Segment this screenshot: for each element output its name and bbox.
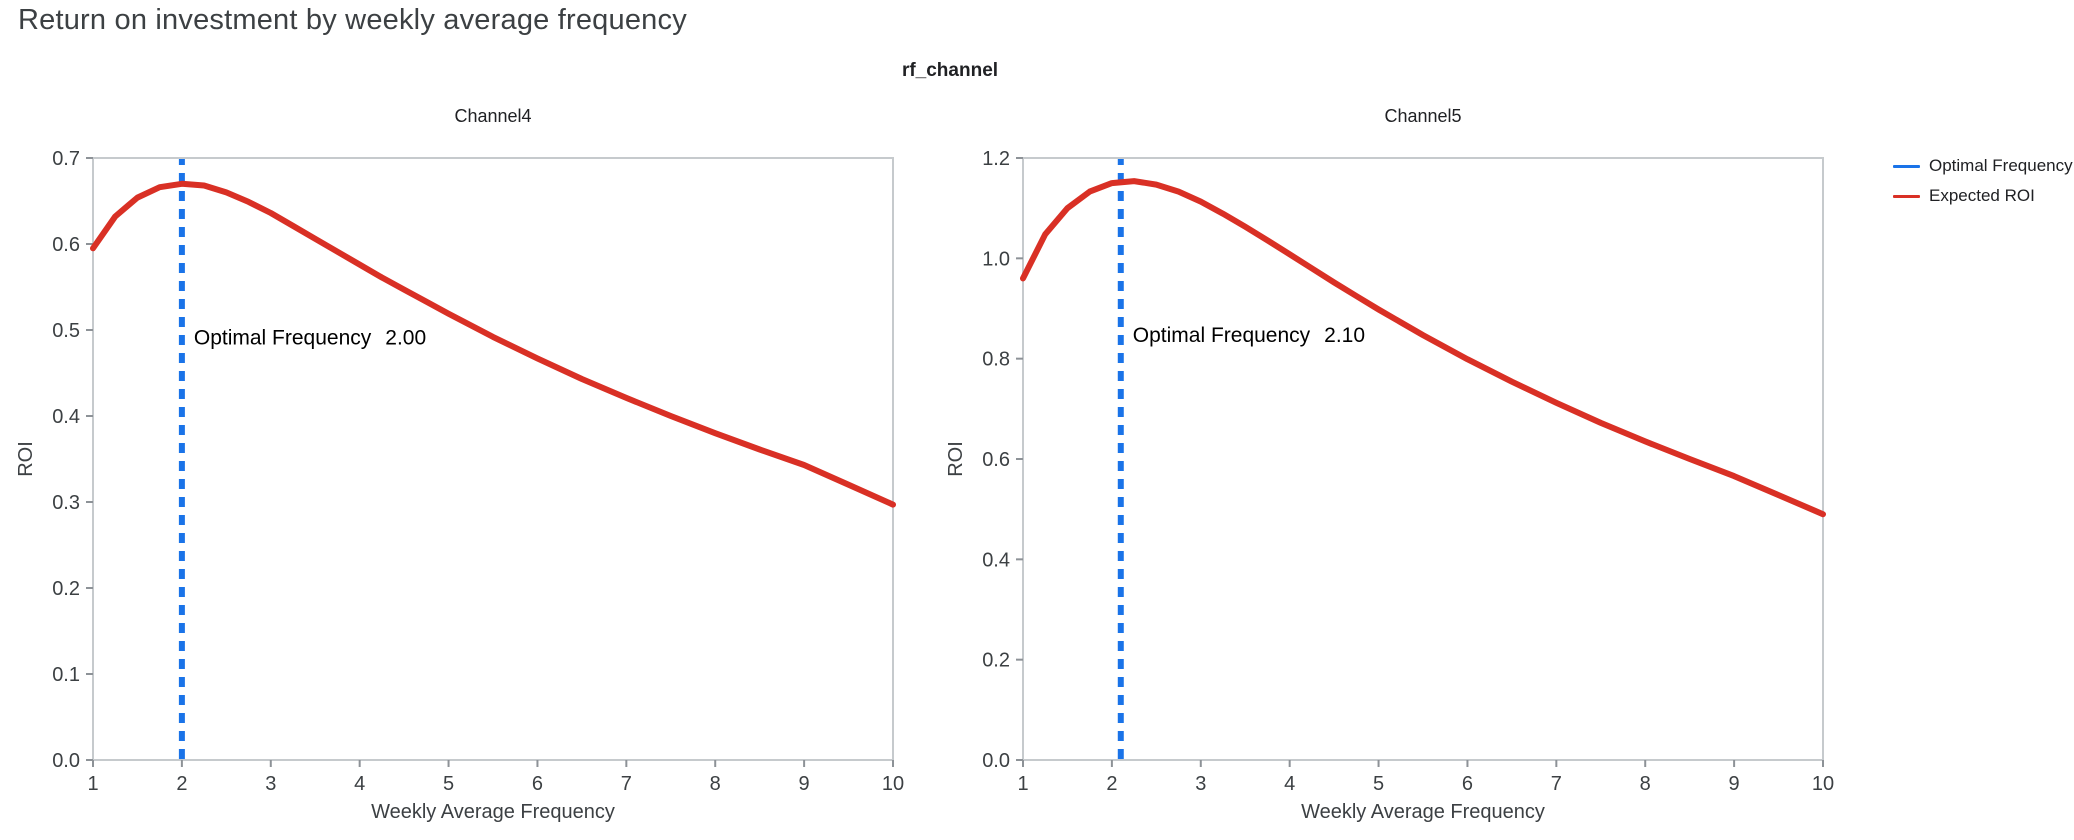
x-tick-label: 6 [532,773,543,795]
annotation-value: 2.10 [1324,324,1365,347]
x-tick-label: 9 [799,773,810,795]
x-tick-label: 2 [176,773,187,795]
chart-channel4: Channel4 1 2 3 4 5 6 7 8 9 10 0.0 0.1 0.2 0.3 0.4 0.5 0.6… [15,106,904,823]
y-axis-label: ROI [15,441,37,477]
expected-roi-curve [1020,178,1826,518]
x-tick-label: 10 [882,773,904,795]
legend-item-expected-roi: Expected ROI [1893,186,2073,206]
y-tick-label: 0.5 [52,320,80,342]
x-tick-label: 1 [87,773,98,795]
y-tick-label: 0.1 [52,664,80,686]
y-tick-label: 0.6 [52,234,80,256]
optimal-frequency-annotation: Optimal Frequency 2.10 [1133,324,1365,347]
chart-channel5: Channel5 1 2 3 4 5 6 7 8 9 10 0.0 0.2 0.4 0.6 0.8 1.0 1.2… [945,106,1834,823]
annotation-label: Optimal Frequency [1133,324,1311,347]
expected-roi-line-swatch [1893,194,1920,198]
y-tick-label: 0.2 [982,650,1010,672]
x-tick-label: 5 [1373,773,1384,795]
y-tick-label: 0.6 [982,449,1010,471]
x-tick-label: 1 [1017,773,1028,795]
x-tick-label: 6 [1462,773,1473,795]
annotation-value: 2.00 [385,326,426,349]
x-tick-label: 8 [710,773,721,795]
optimal-frequency-annotation: Optimal Frequency 2.00 [194,326,426,349]
x-tick-label: 9 [1729,773,1740,795]
y-tick-label: 0.0 [982,750,1010,772]
legend-label-expected-roi: Expected ROI [1929,186,2035,205]
y-tick-label: 0.3 [52,492,80,514]
expected-roi-curve [90,180,896,508]
y-tick-label: 0.7 [52,148,80,170]
x-tick-label: 4 [1284,773,1295,795]
facet-field-title: rf_channel [901,60,999,81]
annotation-label: Optimal Frequency [194,326,372,349]
plot-frame [1022,157,1824,761]
y-tick-label: 0.8 [982,349,1010,371]
x-tick-label: 7 [621,773,632,795]
y-tick-label: 1.0 [982,248,1010,270]
plot-frame [92,157,894,761]
chart-legend: Optimal Frequency Expected ROI [1893,156,2073,216]
y-tick-label: 0.2 [52,578,80,600]
x-tick-label: 7 [1551,773,1562,795]
y-tick-label: 0.0 [52,750,80,772]
x-tick-label: 3 [265,773,276,795]
x-tick-label: 5 [443,773,454,795]
x-axis-label: Weekly Average Frequency [371,801,615,823]
y-tick-label: 0.4 [52,406,80,428]
x-tick-label: 8 [1640,773,1651,795]
x-tick-label: 4 [354,773,365,795]
legend-item-optimal-frequency: Optimal Frequency [1893,156,2073,176]
charts-row: Channel4 1 2 3 4 5 6 7 8 9 10 0.0 0.1 0.2 0.3 0.4 0.5 0.6… [8,88,1868,838]
x-tick-label: 3 [1195,773,1206,795]
y-tick-label: 0.4 [982,549,1010,571]
subplot-title: Channel5 [1384,106,1461,126]
y-tick-label: 1.2 [982,148,1010,170]
legend-label-optimal-frequency: Optimal Frequency [1929,156,2073,175]
optimal-frequency-line-swatch [1893,164,1920,168]
x-axis-label: Weekly Average Frequency [1301,801,1545,823]
y-axis-label: ROI [945,441,967,477]
subplot-title: Channel4 [454,106,531,126]
x-tick-label: 2 [1106,773,1117,795]
page-title: Return on investment by weekly average f… [18,4,687,36]
x-tick-label: 10 [1812,773,1834,795]
